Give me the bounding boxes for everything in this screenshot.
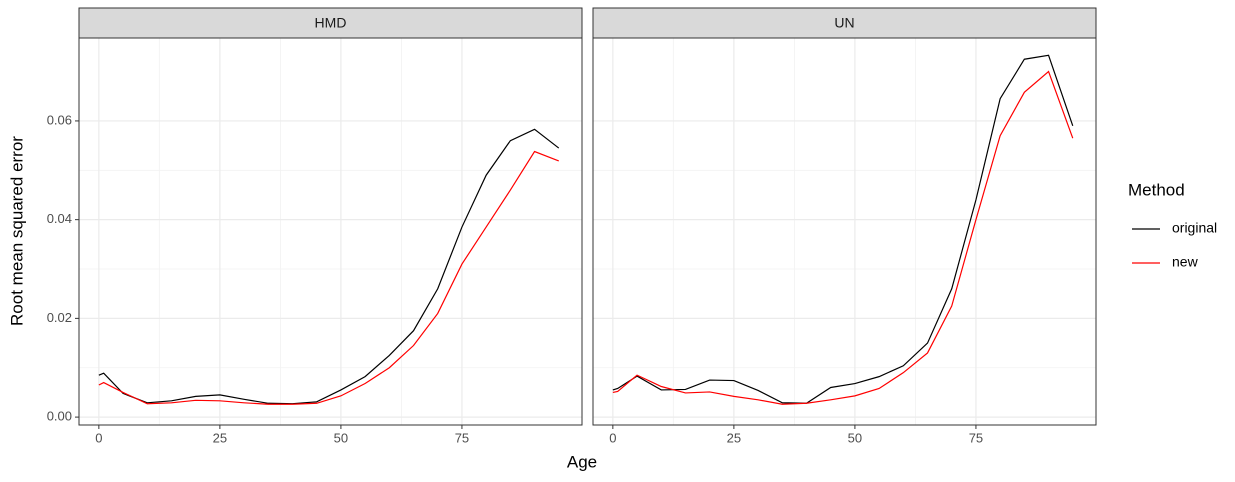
x-tick-label: 25 bbox=[727, 430, 741, 445]
y-tick-label: 0.00 bbox=[47, 409, 72, 424]
x-tick-label: 0 bbox=[609, 430, 616, 445]
panel-background bbox=[593, 38, 1096, 425]
x-tick-label: 25 bbox=[213, 430, 227, 445]
y-tick-label: 0.06 bbox=[47, 112, 72, 127]
legend-label: original bbox=[1172, 220, 1217, 236]
line bbox=[612, 54, 1074, 404]
x-axis-title: Age bbox=[567, 452, 597, 471]
strip bbox=[78, 7, 583, 39]
legend-label: new bbox=[1172, 254, 1199, 270]
x-tick-label: 50 bbox=[848, 430, 862, 445]
legend-title: Method bbox=[1128, 180, 1185, 199]
y-tick-label: 0.04 bbox=[47, 211, 72, 226]
strip-title: UN bbox=[834, 15, 854, 31]
panel-background bbox=[79, 38, 582, 425]
line bbox=[612, 70, 1074, 405]
strip bbox=[592, 7, 1097, 39]
x-tick-label: 75 bbox=[969, 430, 983, 445]
y-tick-label: 0.02 bbox=[47, 310, 72, 325]
strip-title: HMD bbox=[315, 15, 347, 31]
y-axis-title: Root mean squared error bbox=[7, 136, 26, 326]
line bbox=[98, 150, 559, 405]
line bbox=[98, 128, 560, 405]
x-tick-label: 0 bbox=[95, 430, 102, 445]
x-tick-label: 75 bbox=[455, 430, 469, 445]
x-tick-label: 50 bbox=[334, 430, 348, 445]
